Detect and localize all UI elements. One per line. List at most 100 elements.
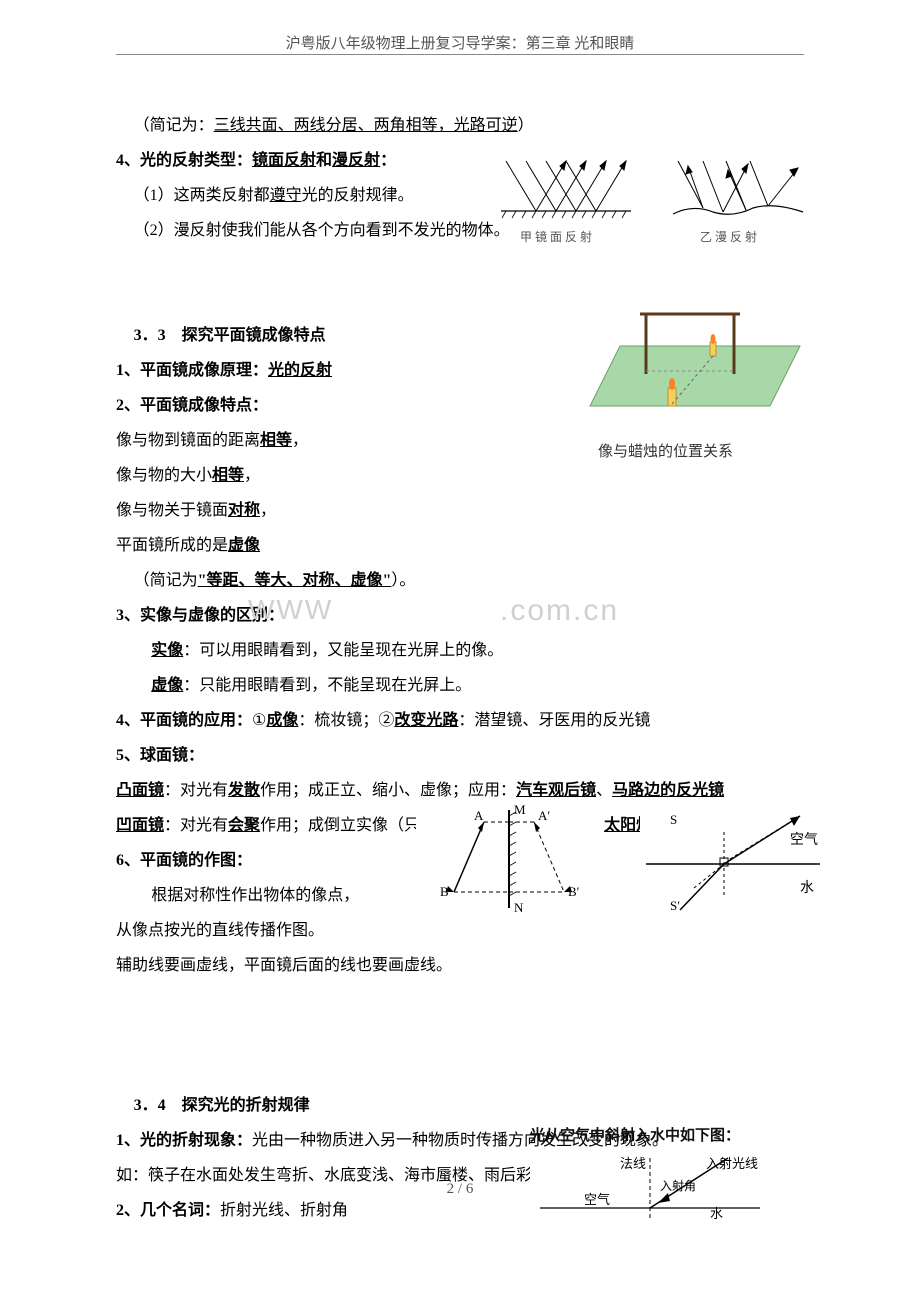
text-run: 虚像 xyxy=(151,677,183,694)
watermark-right: .com.cn xyxy=(500,594,619,628)
header-rule xyxy=(116,54,804,55)
text-run: （2）漫反射使我们能从各个方向看到不发光的物体。 xyxy=(134,222,510,239)
text-run: 相等 xyxy=(260,432,292,449)
label-Bp: B′ xyxy=(568,884,580,899)
label-air: 空气 xyxy=(790,832,818,848)
text-run: ， xyxy=(292,432,308,449)
text-run: 折射光线、折射角 xyxy=(220,1202,348,1219)
text-run: 从像点按光的直线传播作图。 xyxy=(116,922,324,939)
text-line: （简记为"等距、等大、对称、虚像"）。 xyxy=(116,563,804,598)
text-run: 发散 xyxy=(228,782,260,799)
text-run: 凹面镜 xyxy=(116,817,164,834)
text-run: 马路边的反光镜 xyxy=(612,782,724,799)
text-run: ：对光有 xyxy=(164,817,228,834)
text-run: 像与物的大小 xyxy=(116,467,212,484)
text-line: 3．4 探究光的折射规律 xyxy=(116,1088,804,1123)
caption-diffuse: 乙 漫 反 射 xyxy=(700,228,757,245)
label-water2: 水 xyxy=(710,1206,723,1220)
page-number: 2 / 6 xyxy=(0,1181,920,1198)
text-run: 遵守 xyxy=(270,187,302,204)
text-run: ， xyxy=(244,467,260,484)
page-header-title: 沪粤版八年级物理上册复习导学案：第三章 光和眼睛 xyxy=(0,32,920,53)
text-run: 对称 xyxy=(228,502,260,519)
text-run: 改变光路 xyxy=(394,712,458,729)
text-run: 光的反射 xyxy=(268,362,332,379)
caption-specular: 甲 镜 面 反 射 xyxy=(520,228,592,245)
text-run: 2、平面镜成像特点： xyxy=(116,397,268,414)
document-body: （简记为：三线共面、两线分居、两角相等，光路可逆） 4、光的反射类型：镜面反射和漫… xyxy=(116,108,804,1228)
text-run: 1、光的折射现象： xyxy=(116,1132,252,1149)
text-run: 会聚 xyxy=(228,817,260,834)
refraction-diagram-title: 光从空气中斜射入水中如下图： xyxy=(530,1124,740,1145)
label-water: 水 xyxy=(800,880,814,896)
text-line xyxy=(116,983,804,1018)
text-run: 镜面反射 xyxy=(252,152,316,169)
text-run: 和 xyxy=(316,152,332,169)
text-run: 作用；成正立、缩小、虚像；应用： xyxy=(260,782,516,799)
text-run: 光的反射规律。 xyxy=(302,187,414,204)
text-run: ： xyxy=(380,152,396,169)
text-run: （简记为： xyxy=(134,117,214,134)
text-line xyxy=(116,248,804,283)
text-line: 3、实像与虚像的区别： xyxy=(116,598,804,633)
text-line: 从像点按光的直线传播作图。 xyxy=(116,913,804,948)
label-incident: 入射光线 xyxy=(706,1156,758,1171)
text-run: 凸面镜 xyxy=(116,782,164,799)
text-line: （简记为：三线共面、两线分居、两角相等，光路可逆） xyxy=(116,108,804,143)
text-run xyxy=(116,992,120,1009)
text-run: 4、平面镜的应用： xyxy=(116,712,252,729)
text-run: ：潜望镜、牙医用的反光镜 xyxy=(458,712,650,729)
text-run xyxy=(116,1027,120,1044)
text-run: ：对光有 xyxy=(164,782,228,799)
label-A: A xyxy=(474,808,484,823)
label-Ap: A′ xyxy=(538,808,550,823)
text-run: 虚像 xyxy=(228,537,260,554)
text-run: （简记为 xyxy=(134,572,198,589)
text-run: 2、几个名词： xyxy=(116,1202,220,1219)
text-run: ， xyxy=(260,502,276,519)
text-run: 3．3 探究平面镜成像特点 xyxy=(134,327,326,344)
text-run xyxy=(116,1062,120,1079)
text-run: 漫反射 xyxy=(332,152,380,169)
text-line xyxy=(116,1053,804,1088)
text-run: 像与物关于镜面 xyxy=(116,502,228,519)
figure-refraction-apparent: S S′ 空气 水 xyxy=(640,802,826,918)
text-run: 3．4 探究光的折射规律 xyxy=(134,1097,310,1114)
text-line: 像与物关于镜面对称， xyxy=(116,493,804,528)
text-line: 实像：可以用眼睛看到，又能呈现在光屏上的像。 xyxy=(116,633,804,668)
watermark-left: WWW xyxy=(248,594,333,626)
text-run: ：可以用眼睛看到，又能呈现在光屏上的像。 xyxy=(183,642,503,659)
text-run: 6、平面镜的作图： xyxy=(116,852,252,869)
caption-mirror3d: 像与蜡烛的位置关系 xyxy=(598,440,733,461)
figure-diffuse-reflection xyxy=(668,156,808,222)
figure-plane-mirror-3d xyxy=(570,296,806,434)
text-line: 像与物的大小相等， xyxy=(116,458,804,493)
text-run: 像与物到镜面的距离 xyxy=(116,432,260,449)
label-M: M xyxy=(514,804,526,817)
text-run: （1）这两类反射都 xyxy=(134,187,270,204)
text-line: 平面镜所成的是虚像 xyxy=(116,528,804,563)
text-run: 1、平面镜成像原理： xyxy=(116,362,268,379)
label-S: S xyxy=(670,812,677,827)
text-run: 、 xyxy=(596,782,612,799)
text-run: 相等 xyxy=(212,467,244,484)
text-line: 4、平面镜的应用：①成像：梳妆镜；②改变光路：潜望镜、牙医用的反光镜 xyxy=(116,703,804,738)
text-run: 5、球面镜： xyxy=(116,747,204,764)
text-run: 汽车观后镜 xyxy=(516,782,596,799)
text-line: 虚像：只能用眼睛看到，不能呈现在光屏上。 xyxy=(116,668,804,703)
figure-plane-mirror-draw: A B A′ B′ M N xyxy=(416,804,602,914)
text-run xyxy=(116,292,120,309)
text-run: ） xyxy=(518,117,534,134)
text-line xyxy=(116,1018,804,1053)
label-N: N xyxy=(514,900,524,914)
text-run: ① xyxy=(252,712,266,729)
text-run: 根据对称性作出物体的像点， xyxy=(151,887,359,904)
text-run: ）。 xyxy=(391,572,415,589)
text-run: 辅助线要画虚线，平面镜后面的线也要画虚线。 xyxy=(116,957,452,974)
text-run: 4、光的反射类型： xyxy=(116,152,252,169)
text-run: 平面镜所成的是 xyxy=(116,537,228,554)
figure-specular-reflection xyxy=(496,156,636,222)
label-Sp: S′ xyxy=(670,898,680,913)
text-line: 辅助线要画虚线，平面镜后面的线也要画虚线。 xyxy=(116,948,804,983)
text-run: ：梳妆镜；② xyxy=(298,712,394,729)
